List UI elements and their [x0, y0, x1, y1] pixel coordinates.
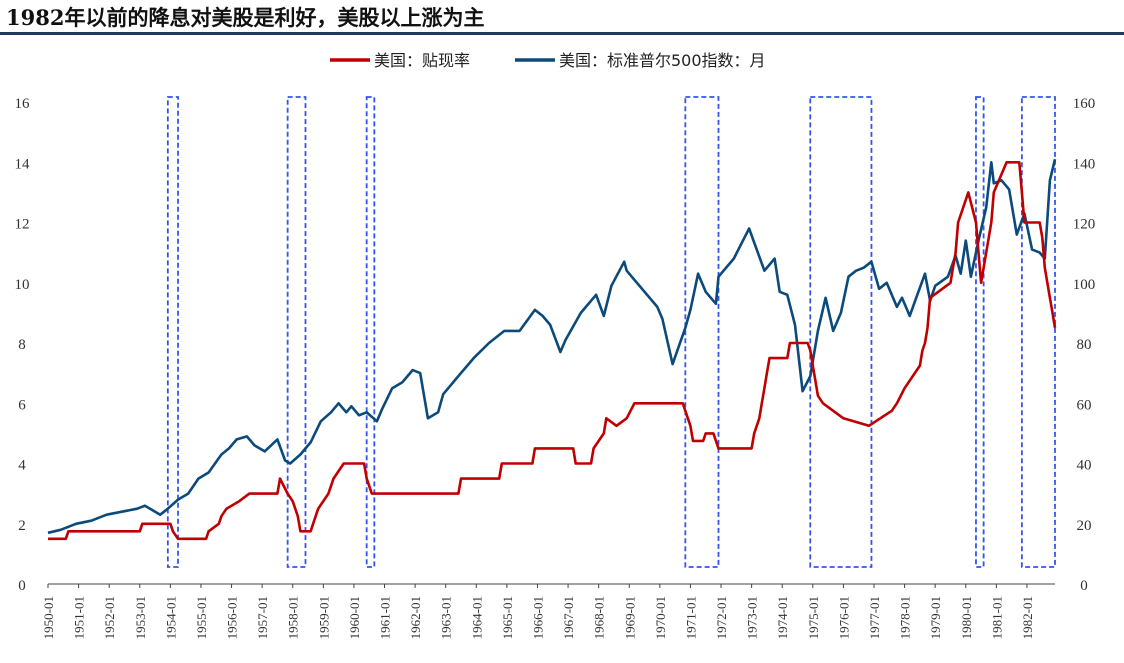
x-axis-tick-label: 1963-01: [439, 596, 454, 639]
chart-title: 1982年以前的降息对美股是利好，美股以上涨为主: [6, 5, 485, 30]
x-axis-tick-label: 1981-01: [989, 596, 1004, 639]
sp500-line: [47, 158, 1057, 535]
x-axis-tick-label: 1953-01: [133, 596, 148, 639]
left-axis-tick-label: 12: [15, 217, 30, 233]
x-axis-tick-label: 1965-01: [500, 596, 515, 639]
x-axis-tick-label: 1964-01: [469, 596, 484, 639]
left-axis-tick-label: 2: [18, 518, 26, 534]
x-axis-tick-label: 1975-01: [806, 596, 821, 639]
x-axis-tick-label: 1960-01: [347, 596, 362, 639]
x-axis-tick-label: 1968-01: [592, 596, 607, 639]
x-axis-tick-label: 1958-01: [286, 596, 301, 639]
highlight-period-box: [975, 96, 985, 568]
x-axis-tick-label: 1973-01: [745, 596, 760, 639]
x-axis-tick-label: 1962-01: [408, 596, 423, 639]
x-axis-tick-label: 1961-01: [378, 596, 393, 639]
x-axis-tick-label: 1972-01: [714, 596, 729, 639]
x-axis-tick-label: 1980-01: [959, 596, 974, 639]
highlight-period-box: [166, 96, 179, 568]
right-axis-tick-label: 100: [1073, 277, 1096, 293]
right-axis-tick-label: 60: [1077, 397, 1092, 413]
legend: 美国：贴现率 美国：标准普尔500指数：月: [330, 51, 766, 70]
x-axis-tick-label: 1974-01: [775, 596, 790, 639]
left-axis-tick-label: 10: [15, 277, 30, 293]
x-axis-tick-label: 1971-01: [683, 596, 698, 639]
left-axis-tick-label: 4: [18, 458, 26, 474]
x-axis-tick-label: 1970-01: [653, 596, 668, 639]
left-axis-tick-label: 16: [15, 96, 31, 112]
right-axis-tick-label: 140: [1073, 156, 1096, 172]
x-axis-tick-label: 1952-01: [102, 596, 117, 639]
legend-label: 美国：标准普尔500指数：月: [559, 51, 766, 70]
right-axis-tick-label: 0: [1080, 578, 1088, 594]
highlight-period-box: [809, 96, 873, 568]
right-axis-tick-label: 20: [1077, 518, 1092, 534]
left-axis-tick-label: 6: [18, 397, 26, 413]
x-axis-tick-label: 1955-01: [194, 596, 209, 639]
title-rule: [0, 32, 1124, 35]
x-axis-tick-label: 1966-01: [530, 596, 545, 639]
x-axis-tick-label: 1969-01: [622, 596, 637, 639]
x-axis-tick-label: 1954-01: [163, 596, 178, 639]
highlight-period-box: [286, 96, 307, 568]
x-axis-tick-label: 1957-01: [255, 596, 270, 639]
right-axis-tick-label: 160: [1073, 96, 1096, 112]
right-axis-tick-label: 120: [1073, 217, 1096, 233]
right-axis-tick-label: 80: [1077, 337, 1092, 353]
x-axis-tick-label: 1951-01: [72, 596, 87, 639]
x-axis-tick-label: 1979-01: [928, 596, 943, 639]
x-axis-tick-label: 1978-01: [898, 596, 913, 639]
highlight-period-box: [684, 96, 720, 568]
highlight-period-box: [1020, 96, 1056, 568]
axes: 02468101214160204060801001201401601950-0…: [15, 96, 1096, 639]
discount-rate-line: [48, 161, 1057, 541]
x-axis-tick-label: 1950-01: [41, 596, 56, 639]
x-axis-tick-label: 1967-01: [561, 596, 576, 639]
x-axis-tick-label: 1959-01: [316, 596, 331, 639]
left-axis-tick-label: 8: [18, 337, 26, 353]
left-axis-tick-label: 0: [18, 578, 26, 594]
x-axis-tick-label: 1977-01: [867, 596, 882, 639]
series-layer: [47, 158, 1057, 541]
legend-label: 美国：贴现率: [374, 51, 470, 70]
x-axis-tick-label: 1976-01: [836, 596, 851, 639]
left-axis-tick-label: 14: [15, 156, 31, 172]
highlight-periods: [166, 96, 1056, 568]
right-axis-tick-label: 40: [1077, 458, 1092, 474]
highlight-period-box: [365, 96, 376, 568]
x-axis-tick-label: 1956-01: [225, 596, 240, 639]
x-axis-tick-label: 1982-01: [1020, 596, 1035, 639]
